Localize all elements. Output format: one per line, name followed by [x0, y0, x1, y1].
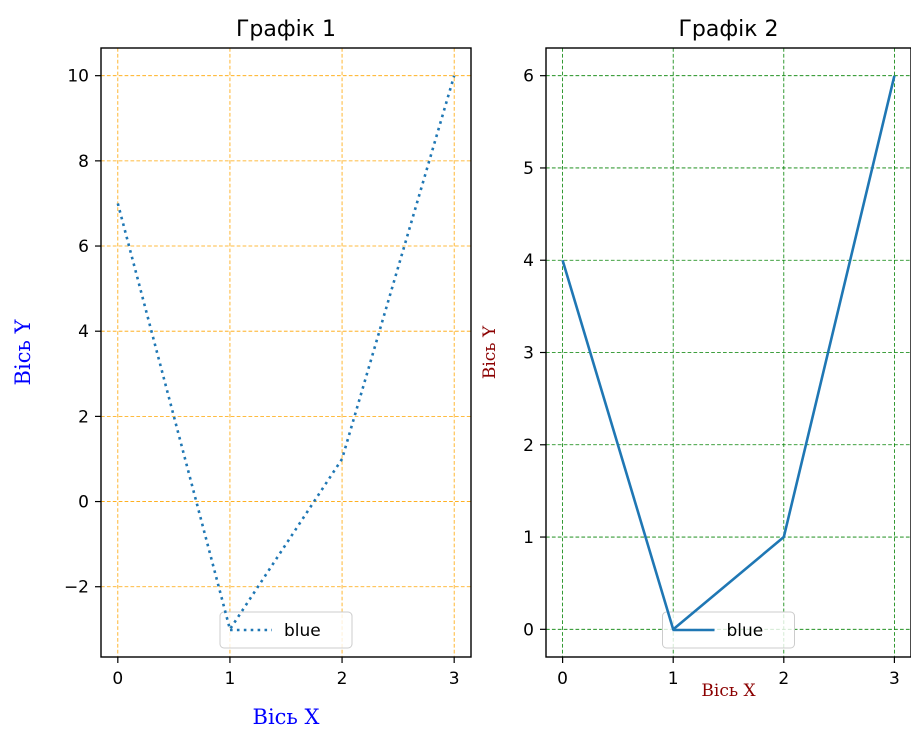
chart-1-ytick-label: 10	[67, 67, 89, 87]
chart-1-ytick-label: 0	[78, 493, 89, 513]
chart-1-ytick-label: −2	[64, 578, 89, 598]
chart-2-grid	[546, 48, 911, 657]
chart-2-ytick-label: 1	[523, 528, 534, 548]
chart-1-xtick-label: 2	[337, 669, 348, 689]
chart-2-xtick-label: 1	[668, 669, 679, 689]
chart-2-xtick-label: 0	[557, 669, 568, 689]
chart-2-ytick-label: 6	[523, 67, 534, 87]
chart-1-axes-frame	[100, 47, 472, 658]
chart-1: Графік 1 Вісь X Вісь Y blue 0 1 2 3 −2 0 2 4 6 8 1…	[11, 17, 472, 729]
chart-2-ytick-label: 5	[523, 159, 534, 179]
chart-1-ytick-label: 6	[78, 237, 89, 257]
chart-2-ylabel: Вісь Y	[480, 325, 500, 379]
chart-2-xtick-label: 3	[889, 669, 900, 689]
chart-1-ytick-label: 2	[78, 407, 89, 427]
chart-2-title: Графік 2	[678, 17, 778, 42]
chart-1-xlabel: Вісь X	[253, 705, 320, 729]
chart-1-xtick-label: 0	[112, 669, 123, 689]
chart-2-legend-box	[662, 611, 795, 649]
chart-2-ytick-label: 4	[523, 251, 534, 271]
chart-1-title: Графік 1	[236, 17, 336, 42]
chart-1-ytick-label: 8	[78, 152, 89, 172]
chart-1-legend-label: blue	[284, 621, 321, 641]
chart-2: Графік 2 Вісь X Вісь Y blue 0 1 2 3 0 1 2 3 4 5 6	[480, 17, 911, 701]
chart-1-xtick-label: 3	[449, 669, 460, 689]
chart-1-legend-box	[219, 611, 353, 649]
chart-2-xlabel: Вісь X	[701, 681, 756, 701]
chart-1-grid	[101, 48, 471, 657]
chart-2-ytick-label: 0	[523, 620, 534, 640]
chart-2-xtick-label: 2	[778, 669, 789, 689]
chart-2-legend-label: blue	[727, 621, 764, 641]
chart-2-ytick-label: 3	[523, 344, 534, 364]
chart-2-series-line	[561, 75, 896, 631]
chart-1-ylabel: Вісь Y	[11, 318, 35, 385]
chart-1-series-line	[116, 75, 456, 631]
chart-1-ytick-label: 4	[78, 322, 89, 342]
chart-2-ytick-label: 2	[523, 436, 534, 456]
chart-1-xtick-label: 1	[225, 669, 236, 689]
